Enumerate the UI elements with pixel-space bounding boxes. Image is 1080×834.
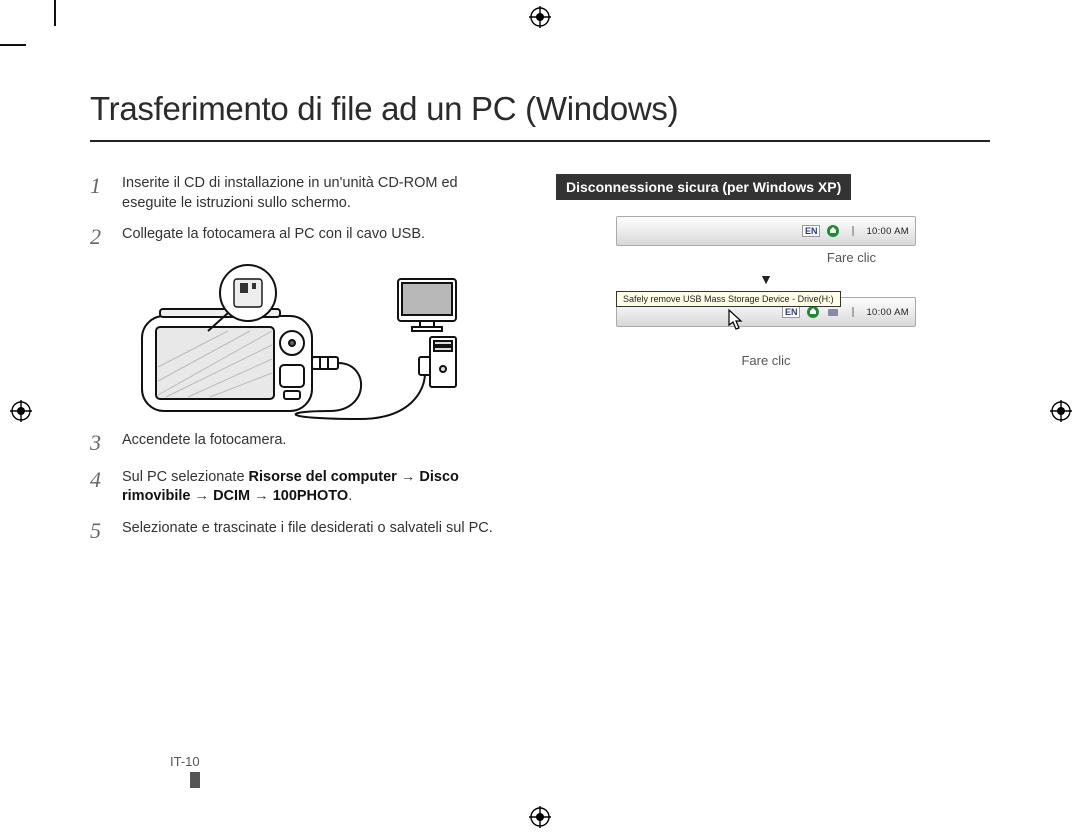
tray-lang: EN — [802, 225, 821, 237]
step-number: 1 — [90, 174, 108, 198]
callout-column: Disconnessione sicura (per Windows XP) E… — [556, 174, 976, 555]
registration-mark-left — [10, 400, 32, 422]
safely-remove-icon — [826, 224, 840, 238]
step-2: 2 Collegate la fotocamera al PC con il c… — [90, 225, 508, 249]
steps-column: 1 Inserite il CD di installazione in un'… — [90, 174, 508, 555]
step-5: 5 Selezionate e trascinate i file deside… — [90, 519, 508, 543]
tray-separator-icon — [846, 305, 860, 319]
step-number: 5 — [90, 519, 108, 543]
tray-clock: 10:00 AM — [866, 307, 909, 318]
callout-header: Disconnessione sicura (per Windows XP) — [556, 174, 851, 200]
page-number-bar — [190, 772, 200, 788]
registration-mark-top — [529, 6, 551, 28]
click-label-1: Fare clic — [616, 250, 916, 265]
taskbar-before: EN 10:00 AM — [616, 216, 916, 246]
step-text: Inserite il CD di installazione in un'un… — [122, 174, 508, 213]
crop-mark-v — [54, 0, 56, 26]
registration-mark-bottom — [529, 806, 551, 828]
step-1: 1 Inserite il CD di installazione in un'… — [90, 174, 508, 213]
step-text: Accendete la fotocamera. — [122, 431, 286, 451]
page-title: Trasferimento di file ad un PC (Windows) — [90, 90, 990, 142]
safely-remove-tooltip: Safely remove USB Mass Storage Device - … — [616, 291, 841, 307]
taskbar-after: EN 10:00 AM — [616, 297, 916, 327]
step-number: 3 — [90, 431, 108, 455]
tray-separator-icon — [846, 224, 860, 238]
page-number: IT-10 — [170, 754, 200, 769]
tray-clock: 10:00 AM — [866, 226, 909, 237]
step-text: Collegate la fotocamera al PC con il cav… — [122, 225, 425, 245]
camera-usb-pc-illustration — [130, 261, 460, 421]
step-3: 3 Accendete la fotocamera. — [90, 431, 508, 455]
step-text: Selezionate e trascinate i file desidera… — [122, 519, 493, 539]
sequence-arrow-icon: ▼ — [556, 271, 976, 287]
step-number: 4 — [90, 468, 108, 492]
cursor-icon — [728, 309, 746, 331]
tray-extra-icon — [826, 305, 840, 319]
crop-mark-h — [0, 44, 26, 46]
safely-remove-icon — [806, 305, 820, 319]
step-text: Sul PC selezionate Risorse del computer … — [122, 468, 508, 507]
tray-lang: EN — [782, 306, 801, 318]
step-4: 4 Sul PC selezionate Risorse del compute… — [90, 468, 508, 507]
registration-mark-right — [1050, 400, 1072, 422]
click-label-2: Fare clic — [616, 353, 916, 368]
step-number: 2 — [90, 225, 108, 249]
